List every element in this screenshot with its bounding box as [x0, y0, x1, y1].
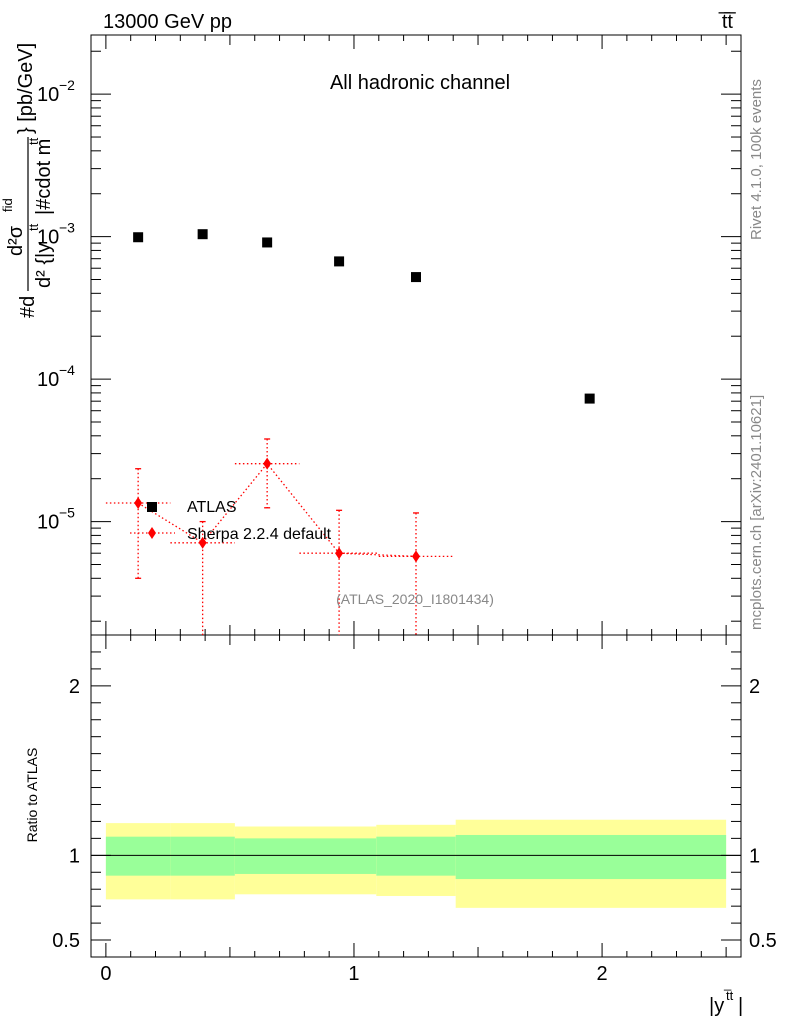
mc-point-2 [263, 457, 272, 470]
data-point-3 [334, 256, 345, 267]
mc-point-4 [412, 550, 420, 563]
y-tick-label-mantissa: 10 [37, 84, 59, 106]
x-tick-label-0: 0 [100, 963, 111, 985]
y-tick-label-1: 10 −4 [37, 362, 75, 391]
y-tick-label-0: 10 −5 [37, 505, 75, 534]
ratio-band-inner-0 [105, 836, 171, 876]
energy-label: 13000 GeV pp [103, 11, 232, 33]
x-tick-label-1: 1 [348, 963, 359, 985]
y-label-denominator-sup: t̅t [26, 223, 41, 233]
x-axis-label: |y t̅t | [709, 988, 743, 1017]
ratio-y-tick-label-left-1: 1 [69, 845, 80, 867]
ratio-band-inner-3 [376, 836, 456, 876]
analysis-id: (ATLAS_2020_I1801434) [336, 591, 494, 607]
data-point-5 [584, 393, 595, 404]
y-tick-label-exponent: −3 [59, 220, 75, 236]
legend-label-atlas: ATLAS [187, 499, 237, 516]
y-label-denominator-sup2: t̅t [26, 137, 41, 147]
process-label: t̅t̅ [718, 11, 736, 33]
y-tick-label-exponent: −5 [59, 505, 75, 521]
ratio-band-inner-2 [234, 838, 377, 874]
mc-series [105, 438, 454, 635]
ratio-y-tick-label-right-1: 1 [749, 845, 760, 867]
rivet-version-label: Rivet 4.1.0, 100k events [748, 79, 765, 240]
data-point-0 [133, 232, 144, 243]
y-label-units: } [pb/GeV] [15, 43, 37, 134]
y-label-numerator-sup: fid [0, 198, 15, 212]
y-tick-label-2: 10 −3 [37, 220, 75, 249]
mc-point-1 [198, 536, 207, 549]
ratio-y-tick-label-left-2: 2 [69, 676, 80, 698]
tick-labels: 0 1 210−510−410−310 −20.5 0.51 12 2 [37, 77, 777, 985]
ratio-band-inner-1 [170, 836, 235, 876]
x-label-main: |y [709, 995, 724, 1017]
mcplots-label: mcplots.cern.ch [arXiv:2401.10621] [748, 395, 765, 630]
data-point-2 [262, 237, 273, 248]
ratio-panel-frame [90, 634, 742, 958]
data-point-4 [411, 272, 421, 283]
data-series [133, 229, 595, 404]
y-tick-label-exponent: −2 [59, 77, 75, 93]
data-point-1 [197, 229, 208, 240]
ratio-y-tick-label-left-0: 0.5 [52, 930, 80, 952]
y-tick-label-mantissa: 10 [37, 512, 59, 534]
x-label-sup: t̅t [724, 988, 734, 1003]
chart-title: All hadronic channel [330, 72, 510, 94]
y-tick-label-mantissa: 10 [37, 227, 59, 249]
x-tick-label-2: 2 [597, 963, 608, 985]
ratio-band-inner-4 [455, 834, 727, 880]
mc-point-3 [335, 547, 344, 560]
axis-ticks [91, 35, 741, 958]
x-label-tail: | [738, 995, 743, 1017]
ratio-y-tick-label-right-2: 2 [749, 676, 760, 698]
ratio-y-label: Ratio to ATLAS [24, 748, 40, 843]
ratio-bands [91, 819, 741, 908]
y-axis-label: #d d²σ fid d² {|y t̅t |#cdot m t̅t } [pb… [0, 43, 55, 318]
ratio-y-tick-label-right-0: 0.5 [749, 930, 777, 952]
y-tick-label-mantissa: 10 [37, 369, 59, 391]
y-label-denominator-tail: |#cdot m [33, 139, 55, 215]
y-tick-label-exponent: −4 [59, 362, 75, 378]
legend-marker-atlas [147, 502, 157, 512]
y-label-hashd: #d [17, 296, 39, 318]
y-tick-label-3: 10 −2 [37, 77, 75, 106]
legend-label-sherpa: Sherpa 2.2.4 default [187, 526, 332, 543]
y-label-numerator: d²σ [5, 225, 27, 256]
y-label-denominator: d² {|y [33, 243, 55, 288]
mc-point-0 [134, 497, 143, 510]
legend-marker-sherpa [148, 527, 156, 539]
